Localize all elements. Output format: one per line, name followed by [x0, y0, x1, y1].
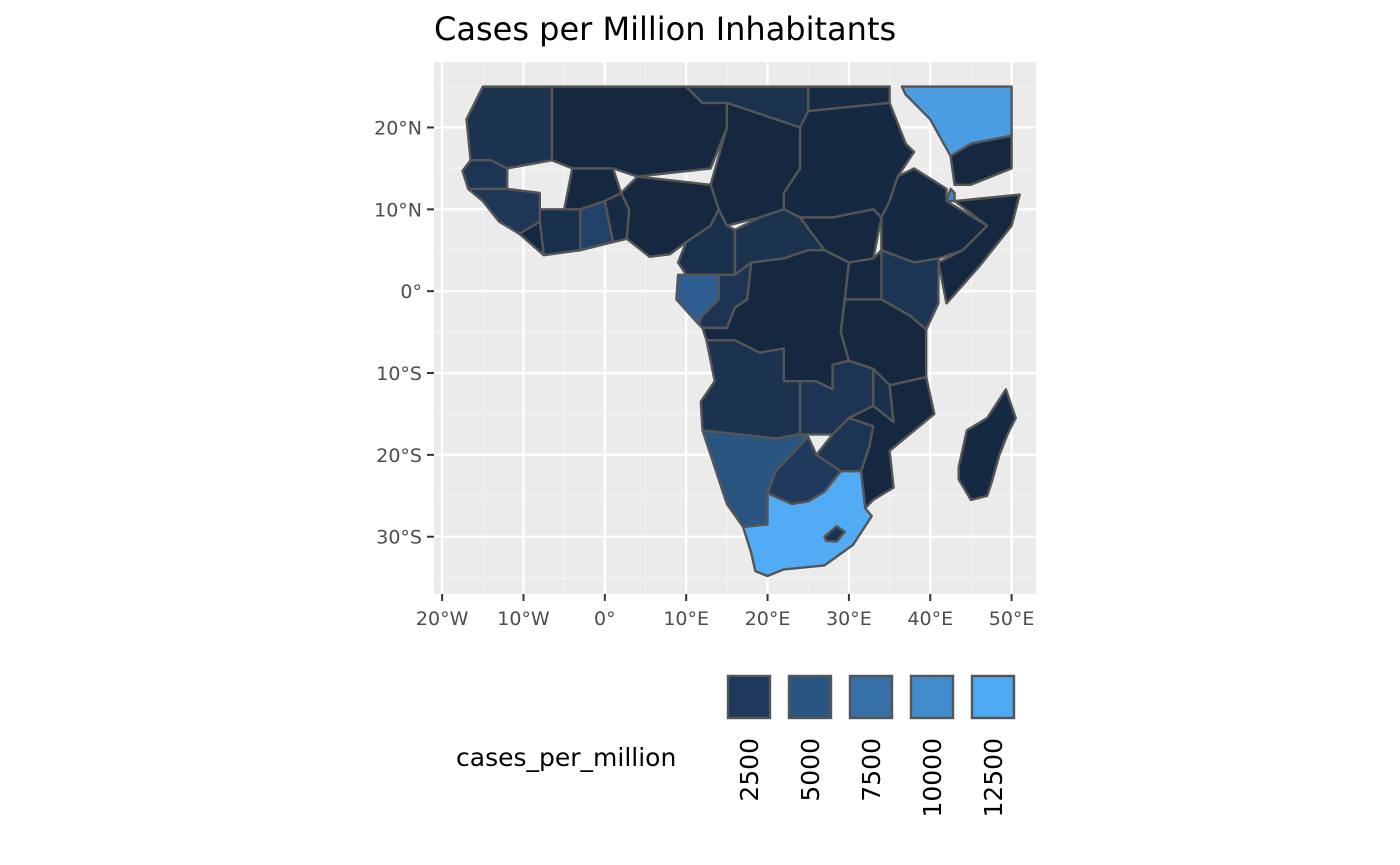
y-tick-label: 30°S: [376, 527, 422, 549]
legend: cases_per_million 2500 5000 7500 10000 12500: [456, 674, 1016, 818]
x-tick-label: 10°W: [497, 608, 550, 630]
region-south-africa: [741, 470, 873, 578]
legend-key: [848, 674, 894, 720]
x-tick-label: 20°W: [416, 608, 469, 630]
chart-title: Cases per Million Inhabitants: [434, 10, 896, 48]
y-tick-label: 0°: [400, 281, 422, 303]
legend-title: cases_per_million: [456, 743, 676, 772]
legend-label: 5000: [796, 738, 825, 802]
region-lesotho: [823, 524, 846, 543]
region-yemen: [949, 134, 1013, 186]
x-tick-label: 50°E: [989, 608, 1035, 630]
x-tick-label: 40°E: [907, 608, 953, 630]
legend-key: [909, 674, 955, 720]
legend-label: 10000: [918, 738, 947, 818]
legend-label: 2500: [735, 738, 764, 802]
region-liberia: [518, 220, 545, 257]
x-axis: 20°W 10°W 0° 10°E 20°E 30°E 40°E 50°E: [416, 594, 1035, 630]
region-ivory-coast: [538, 208, 582, 257]
y-tick-label: 10°S: [376, 363, 422, 385]
x-tick-label: 30°E: [826, 608, 872, 630]
region-madagascar: [957, 388, 1017, 502]
region-west-sahara-mauritania: [465, 85, 554, 170]
region-senegal-gambia: [461, 159, 509, 191]
country-regions: [461, 85, 1021, 578]
legend-key: [970, 674, 1016, 720]
x-tick-label: 0°: [594, 608, 616, 630]
legend-key: [787, 674, 833, 720]
region-somalia: [937, 193, 1021, 305]
y-tick-label: 20°S: [376, 445, 422, 467]
x-tick-label: 10°E: [663, 608, 709, 630]
legend-label: 7500: [857, 738, 886, 802]
x-tick-label: 20°E: [745, 608, 791, 630]
legend-key: [726, 674, 772, 720]
region-djibouti: [945, 187, 956, 203]
y-tick-label: 20°N: [374, 117, 422, 139]
legend-label: 12500: [979, 738, 1008, 818]
y-tick-label: 10°N: [374, 199, 422, 221]
y-axis: 20°N 10°N 0° 10°S 20°S 30°S: [374, 117, 434, 549]
